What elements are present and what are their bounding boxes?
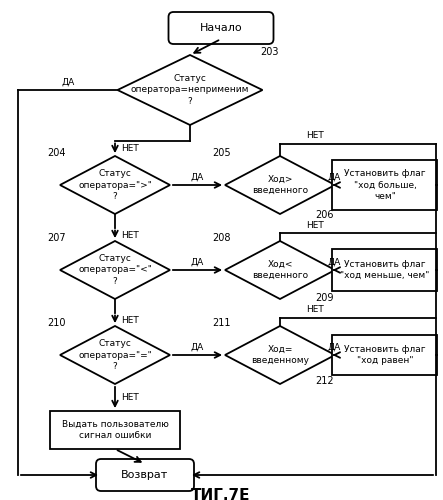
Text: ДА: ДА <box>191 172 204 182</box>
Polygon shape <box>60 156 170 214</box>
Text: Ход=
введенному: Ход= введенному <box>251 345 309 365</box>
Text: Установить флаг
"ход равен": Установить флаг "ход равен" <box>344 345 426 365</box>
Text: Выдать пользователю
сигнал ошибки: Выдать пользователю сигнал ошибки <box>62 420 168 440</box>
Text: 204: 204 <box>48 148 66 158</box>
Text: Статус
оператора=неприменим
?: Статус оператора=неприменим ? <box>131 74 249 106</box>
Text: Ход<
введенного: Ход< введенного <box>252 260 308 280</box>
Text: Возврат: Возврат <box>121 470 169 480</box>
Text: ΤИГ.7Е: ΤИГ.7Е <box>191 488 251 500</box>
Text: НЕT: НЕT <box>306 306 324 314</box>
Text: Статус
операторa=">"
?: Статус операторa=">" ? <box>78 170 152 200</box>
Bar <box>333 249 438 291</box>
FancyBboxPatch shape <box>96 459 194 491</box>
Polygon shape <box>117 55 263 125</box>
FancyBboxPatch shape <box>168 12 273 44</box>
Text: НЕT: НЕT <box>306 132 324 140</box>
Text: ДА: ДА <box>191 258 204 266</box>
Text: ДА: ДА <box>327 172 340 182</box>
Text: НЕT: НЕT <box>121 231 139 240</box>
Polygon shape <box>225 326 335 384</box>
Text: Начало: Начало <box>200 23 242 33</box>
Text: НЕT: НЕT <box>121 393 139 402</box>
Text: ДА: ДА <box>327 342 340 351</box>
Bar <box>333 160 438 210</box>
Text: Статус
операторa="<"
?: Статус операторa="<" ? <box>78 254 152 286</box>
Text: ДА: ДА <box>191 342 204 351</box>
Polygon shape <box>225 241 335 299</box>
Text: 205: 205 <box>213 148 231 158</box>
Text: ДА: ДА <box>61 78 74 86</box>
Bar <box>333 335 438 375</box>
Polygon shape <box>225 156 335 214</box>
Text: 208: 208 <box>213 233 231 243</box>
Text: Установить флаг
"ход меньше, чем": Установить флаг "ход меньше, чем" <box>340 260 430 280</box>
Text: НЕT: НЕT <box>306 220 324 230</box>
Text: 211: 211 <box>213 318 231 328</box>
Text: 207: 207 <box>48 233 66 243</box>
Text: НЕT: НЕT <box>121 316 139 325</box>
Polygon shape <box>60 241 170 299</box>
Bar <box>50 411 180 449</box>
Text: 203: 203 <box>261 47 279 57</box>
Text: ДА: ДА <box>327 258 340 266</box>
Text: 209: 209 <box>316 293 334 303</box>
Polygon shape <box>60 326 170 384</box>
Text: Установить флаг
"ход больше,
чем": Установить флаг "ход больше, чем" <box>344 170 426 200</box>
Text: НЕT: НЕT <box>121 144 139 153</box>
Text: Статус
операторa="="
?: Статус операторa="=" ? <box>78 340 152 370</box>
Text: 206: 206 <box>316 210 334 220</box>
Text: 212: 212 <box>316 376 334 386</box>
Text: Ход>
введенного: Ход> введенного <box>252 175 308 195</box>
Text: 210: 210 <box>48 318 66 328</box>
